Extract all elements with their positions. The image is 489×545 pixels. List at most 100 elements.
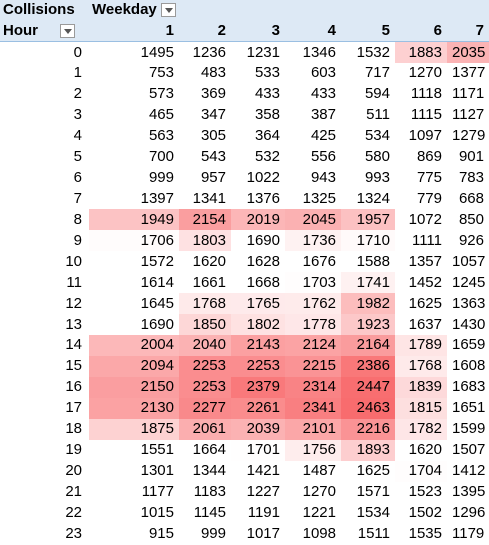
pivot-value-cell[interactable]: 563: [89, 125, 179, 147]
row-label-hour[interactable]: 4: [73, 127, 82, 145]
pivot-value-cell[interactable]: 1893: [341, 439, 395, 461]
pivot-value-cell[interactable]: 1802: [231, 314, 285, 335]
pivot-value-cell[interactable]: 1296: [447, 502, 489, 524]
row-label-hour[interactable]: 7: [73, 189, 82, 207]
pivot-value-cell[interactable]: 1324: [341, 188, 395, 210]
pivot-value-cell[interactable]: 1620: [179, 251, 231, 273]
row-field-header[interactable]: Hour: [0, 20, 89, 43]
row-label-hour[interactable]: 20: [65, 462, 82, 480]
pivot-value-cell[interactable]: 1341: [179, 188, 231, 210]
pivot-value-cell[interactable]: 1017: [231, 523, 285, 545]
pivot-value-cell[interactable]: 1534: [341, 502, 395, 524]
pivot-value-cell[interactable]: 1301: [89, 460, 179, 482]
pivot-value-cell[interactable]: 783: [447, 167, 489, 189]
pivot-value-cell[interactable]: 1057: [447, 251, 489, 273]
pivot-value-cell[interactable]: 1628: [231, 251, 285, 273]
pivot-value-cell[interactable]: 2447: [341, 376, 395, 398]
column-field-header[interactable]: Weekday: [89, 0, 489, 21]
pivot-value-cell[interactable]: 1883: [395, 41, 447, 63]
pivot-value-cell[interactable]: 1171: [447, 83, 489, 105]
pivot-value-cell[interactable]: 668: [447, 188, 489, 210]
weekday-filter-dropdown-icon[interactable]: [160, 3, 176, 18]
pivot-value-cell[interactable]: 1706: [89, 230, 179, 252]
pivot-value-cell[interactable]: 869: [395, 146, 447, 168]
pivot-value-cell[interactable]: 511: [341, 104, 395, 126]
row-label-hour[interactable]: 10: [65, 252, 82, 270]
row-label-hour[interactable]: 13: [65, 315, 82, 333]
pivot-value-cell[interactable]: 1098: [285, 523, 341, 545]
pivot-value-cell[interactable]: 1495: [89, 41, 179, 63]
pivot-value-cell[interactable]: 943: [285, 167, 341, 189]
pivot-value-cell[interactable]: 1661: [179, 272, 231, 294]
row-label-hour[interactable]: 1: [73, 64, 82, 82]
pivot-value-cell[interactable]: 1357: [395, 251, 447, 273]
pivot-value-cell[interactable]: 1511: [341, 523, 395, 545]
pivot-value-cell[interactable]: 1097: [395, 125, 447, 147]
pivot-value-cell[interactable]: 2039: [231, 418, 285, 440]
pivot-value-cell[interactable]: 1690: [89, 314, 179, 335]
pivot-value-cell[interactable]: 1957: [341, 209, 395, 231]
pivot-value-cell[interactable]: 2019: [231, 209, 285, 231]
pivot-value-cell[interactable]: 1768: [395, 355, 447, 377]
pivot-value-cell[interactable]: 1227: [231, 481, 285, 503]
pivot-value-cell[interactable]: 1377: [447, 62, 489, 84]
pivot-value-cell[interactable]: 2215: [285, 355, 341, 377]
pivot-value-cell[interactable]: 1523: [395, 481, 447, 503]
pivot-value-cell[interactable]: 2150: [89, 376, 179, 398]
pivot-value-cell[interactable]: 1270: [395, 62, 447, 84]
pivot-value-cell[interactable]: 1710: [341, 230, 395, 252]
pivot-value-cell[interactable]: 358: [231, 104, 285, 126]
pivot-value-cell[interactable]: 1659: [447, 335, 489, 356]
pivot-value-cell[interactable]: 1651: [447, 397, 489, 419]
pivot-value-cell[interactable]: 465: [89, 104, 179, 126]
pivot-value-cell[interactable]: 2341: [285, 397, 341, 419]
pivot-value-cell[interactable]: 573: [89, 83, 179, 105]
pivot-value-cell[interactable]: 775: [395, 167, 447, 189]
pivot-value-cell[interactable]: 1637: [395, 314, 447, 335]
pivot-value-cell[interactable]: 993: [341, 167, 395, 189]
pivot-value-cell[interactable]: 901: [447, 146, 489, 168]
hour-filter-dropdown-icon[interactable]: [60, 24, 75, 39]
pivot-value-cell[interactable]: 850: [447, 209, 489, 231]
pivot-value-cell[interactable]: 483: [179, 62, 231, 84]
pivot-value-cell[interactable]: 1072: [395, 209, 447, 231]
pivot-value-cell[interactable]: 1115: [395, 104, 447, 126]
pivot-value-cell[interactable]: 2101: [285, 418, 341, 440]
pivot-value-cell[interactable]: 1145: [179, 502, 231, 524]
row-label-hour[interactable]: 19: [65, 441, 82, 459]
pivot-value-cell[interactable]: 369: [179, 83, 231, 105]
pivot-value-cell[interactable]: 1599: [447, 418, 489, 440]
pivot-value-cell[interactable]: 594: [341, 83, 395, 105]
pivot-value-cell[interactable]: 1452: [395, 272, 447, 294]
pivot-value-cell[interactable]: 2216: [341, 418, 395, 440]
pivot-value-cell[interactable]: 1588: [341, 251, 395, 273]
row-label-hour[interactable]: 2: [73, 85, 82, 103]
pivot-value-cell[interactable]: 700: [89, 146, 179, 168]
row-label-hour[interactable]: 12: [65, 294, 82, 312]
pivot-value-cell[interactable]: 425: [285, 125, 341, 147]
pivot-value-cell[interactable]: 364: [231, 125, 285, 147]
pivot-value-cell[interactable]: 1839: [395, 376, 447, 398]
pivot-value-cell[interactable]: 433: [231, 83, 285, 105]
pivot-value-cell[interactable]: 915: [89, 523, 179, 545]
pivot-value-cell[interactable]: 2040: [179, 335, 231, 356]
pivot-value-cell[interactable]: 1741: [341, 272, 395, 294]
pivot-value-cell[interactable]: 2253: [179, 355, 231, 377]
pivot-value-cell[interactable]: 1768: [179, 293, 231, 315]
pivot-value-cell[interactable]: 1625: [395, 293, 447, 315]
pivot-value-cell[interactable]: 1875: [89, 418, 179, 440]
row-label-hour[interactable]: 9: [73, 231, 82, 249]
pivot-value-cell[interactable]: 1676: [285, 251, 341, 273]
pivot-value-cell[interactable]: 2035: [447, 41, 489, 63]
pivot-value-cell[interactable]: 1179: [447, 523, 489, 545]
pivot-value-cell[interactable]: 1778: [285, 314, 341, 335]
pivot-value-cell[interactable]: 1690: [231, 230, 285, 252]
pivot-value-cell[interactable]: 556: [285, 146, 341, 168]
row-label-hour[interactable]: 0: [73, 43, 82, 61]
pivot-value-cell[interactable]: 2061: [179, 418, 231, 440]
pivot-value-cell[interactable]: 1236: [179, 41, 231, 63]
pivot-value-cell[interactable]: 1325: [285, 188, 341, 210]
pivot-value-cell[interactable]: 1245: [447, 272, 489, 294]
pivot-value-cell[interactable]: 1177: [89, 481, 179, 503]
pivot-value-cell[interactable]: 1507: [447, 439, 489, 461]
